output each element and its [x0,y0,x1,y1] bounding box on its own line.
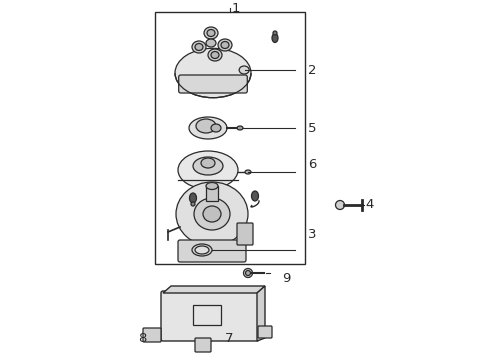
Text: 2: 2 [308,63,317,77]
Polygon shape [257,286,265,341]
Ellipse shape [175,48,251,98]
Text: 4: 4 [365,198,373,211]
Text: 8: 8 [138,332,147,345]
Text: 6: 6 [308,158,317,171]
Ellipse shape [237,126,243,130]
Ellipse shape [176,182,248,246]
Ellipse shape [336,201,344,210]
FancyBboxPatch shape [143,328,161,342]
Text: 3: 3 [308,228,317,240]
Ellipse shape [178,151,238,189]
Ellipse shape [206,183,218,189]
Ellipse shape [195,44,203,50]
FancyBboxPatch shape [237,223,253,245]
Ellipse shape [273,31,277,35]
Text: 1: 1 [232,1,241,14]
Text: 7: 7 [225,332,234,345]
Ellipse shape [208,49,222,61]
Ellipse shape [245,270,250,275]
Bar [193,305,221,325]
FancyBboxPatch shape [195,338,211,352]
Ellipse shape [211,51,219,58]
Ellipse shape [201,158,215,168]
Ellipse shape [211,124,221,132]
Bar [155,12,305,264]
Text: 9: 9 [282,271,291,284]
Ellipse shape [244,269,252,278]
Ellipse shape [191,202,195,206]
Polygon shape [163,286,265,293]
Ellipse shape [203,206,221,222]
Ellipse shape [193,157,223,175]
Ellipse shape [190,193,196,203]
FancyBboxPatch shape [258,326,272,338]
Ellipse shape [192,41,206,53]
Ellipse shape [221,41,229,49]
Ellipse shape [196,119,216,133]
Ellipse shape [189,117,227,139]
Ellipse shape [195,246,209,254]
Ellipse shape [245,170,251,174]
Ellipse shape [206,39,216,47]
FancyBboxPatch shape [161,291,259,341]
Ellipse shape [204,27,218,39]
Ellipse shape [194,198,230,230]
Ellipse shape [207,30,215,36]
Ellipse shape [239,66,249,74]
Text: 5: 5 [308,122,317,135]
Ellipse shape [272,33,278,42]
FancyBboxPatch shape [179,75,247,93]
FancyBboxPatch shape [178,240,246,262]
Ellipse shape [218,39,232,51]
Bar [206,186,218,201]
Ellipse shape [251,191,259,201]
